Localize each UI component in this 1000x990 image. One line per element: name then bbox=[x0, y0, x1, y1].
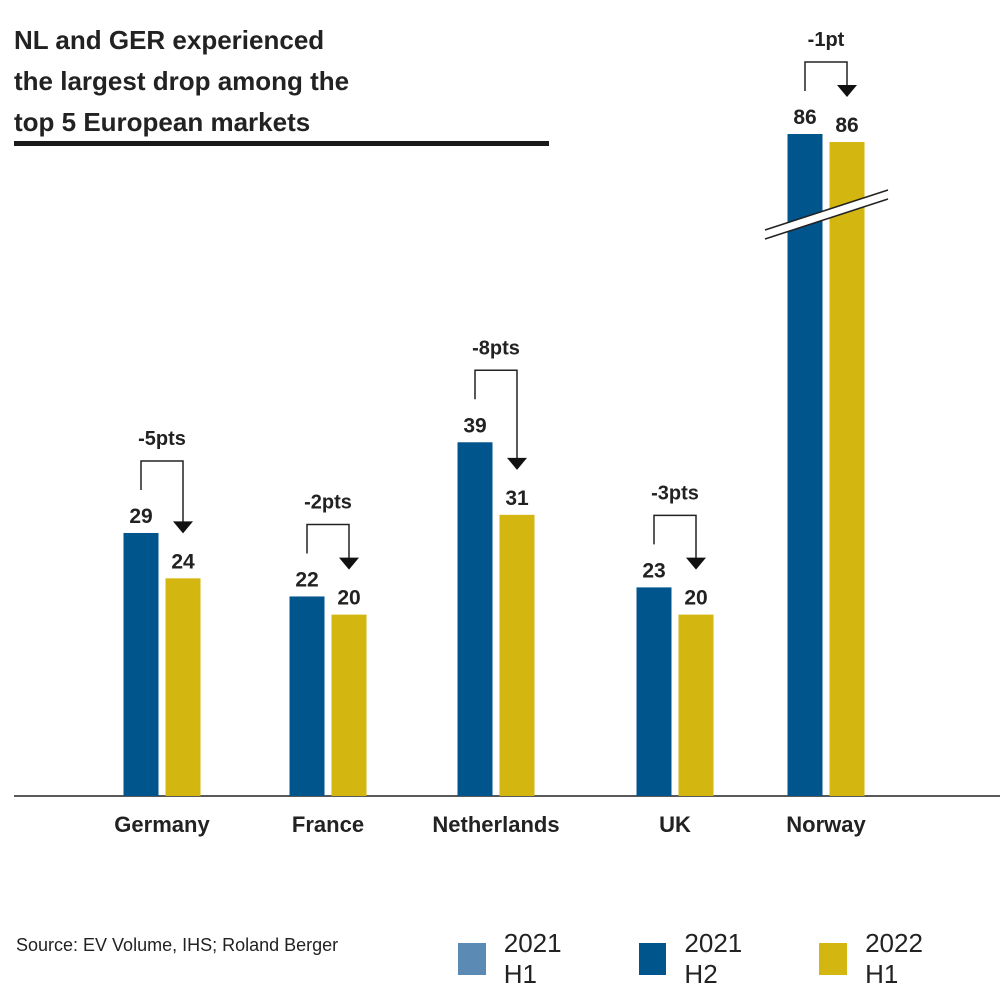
change-bracket bbox=[474, 369, 518, 459]
title-line: the largest drop among the bbox=[14, 66, 350, 96]
bar-2021-h2 bbox=[636, 587, 672, 796]
data-label: 24 bbox=[171, 550, 195, 573]
legend-label: 2021 H2 bbox=[684, 928, 743, 989]
bar-2021-h2 bbox=[289, 596, 325, 796]
category-label: Netherlands bbox=[432, 812, 559, 837]
data-label: 86 bbox=[835, 114, 858, 137]
axis-break-gap bbox=[765, 190, 888, 239]
legend-swatch bbox=[458, 943, 486, 975]
change-bracket bbox=[653, 514, 697, 559]
legend-item: 2021 H2 bbox=[638, 928, 776, 990]
bar-2022-h1 bbox=[829, 142, 865, 796]
change-annotation: -5pts bbox=[138, 428, 186, 450]
title-underline bbox=[14, 141, 549, 146]
data-label: 29 bbox=[129, 505, 152, 528]
bar-2021-h2 bbox=[457, 442, 493, 796]
change-annotation: -8pts bbox=[472, 337, 520, 359]
category-label: Norway bbox=[786, 812, 866, 837]
arrow-down-icon bbox=[837, 85, 857, 97]
source-note: Source: EV Volume, IHS; Roland Berger bbox=[16, 935, 339, 955]
arrow-down-icon bbox=[339, 557, 359, 570]
change-annotation: -3pts bbox=[651, 482, 699, 504]
legend-item: 2022 H1 bbox=[819, 928, 956, 990]
bar-2022-h1 bbox=[678, 614, 714, 796]
category-label: Germany bbox=[114, 812, 210, 837]
change-annotation: -2pts bbox=[304, 491, 352, 513]
data-label: 20 bbox=[684, 587, 707, 610]
legend-label: 2022 H1 bbox=[865, 928, 923, 989]
data-label: 31 bbox=[505, 487, 529, 510]
title-line: NL and GER experienced bbox=[14, 25, 325, 55]
data-label: 86 bbox=[793, 106, 816, 129]
change-annotation: -1pt bbox=[808, 29, 845, 51]
legend-item: 2021 H1 bbox=[458, 928, 595, 990]
bar-2022-h1 bbox=[165, 578, 201, 796]
arrow-down-icon bbox=[173, 521, 193, 534]
axis-break-line bbox=[764, 189, 889, 231]
legend-swatch bbox=[819, 943, 848, 975]
change-bracket bbox=[140, 460, 184, 523]
data-label: 39 bbox=[463, 414, 486, 437]
legend-label: 2021 H1 bbox=[503, 928, 562, 989]
legend-swatch bbox=[638, 943, 667, 975]
chart-title: NL and GER experienced the largest drop … bbox=[14, 20, 349, 143]
category-label: France bbox=[292, 812, 364, 837]
title-line: top 5 European markets bbox=[14, 107, 311, 137]
data-label: 20 bbox=[337, 587, 360, 610]
arrow-down-icon bbox=[507, 457, 527, 470]
axis-break-line bbox=[764, 198, 889, 240]
bar-2021-h2 bbox=[123, 532, 159, 796]
change-bracket bbox=[306, 523, 350, 559]
change-bracket bbox=[804, 61, 848, 91]
bar-2022-h1 bbox=[331, 614, 367, 796]
bar-2022-h1 bbox=[499, 514, 535, 796]
bar-2021-h2 bbox=[787, 134, 823, 796]
category-label: UK bbox=[659, 812, 691, 837]
legend: 2021 H1 2021 H2 2022 H1 bbox=[458, 928, 1000, 990]
arrow-down-icon bbox=[686, 557, 706, 570]
data-label: 23 bbox=[642, 559, 665, 582]
data-label: 22 bbox=[295, 568, 318, 591]
